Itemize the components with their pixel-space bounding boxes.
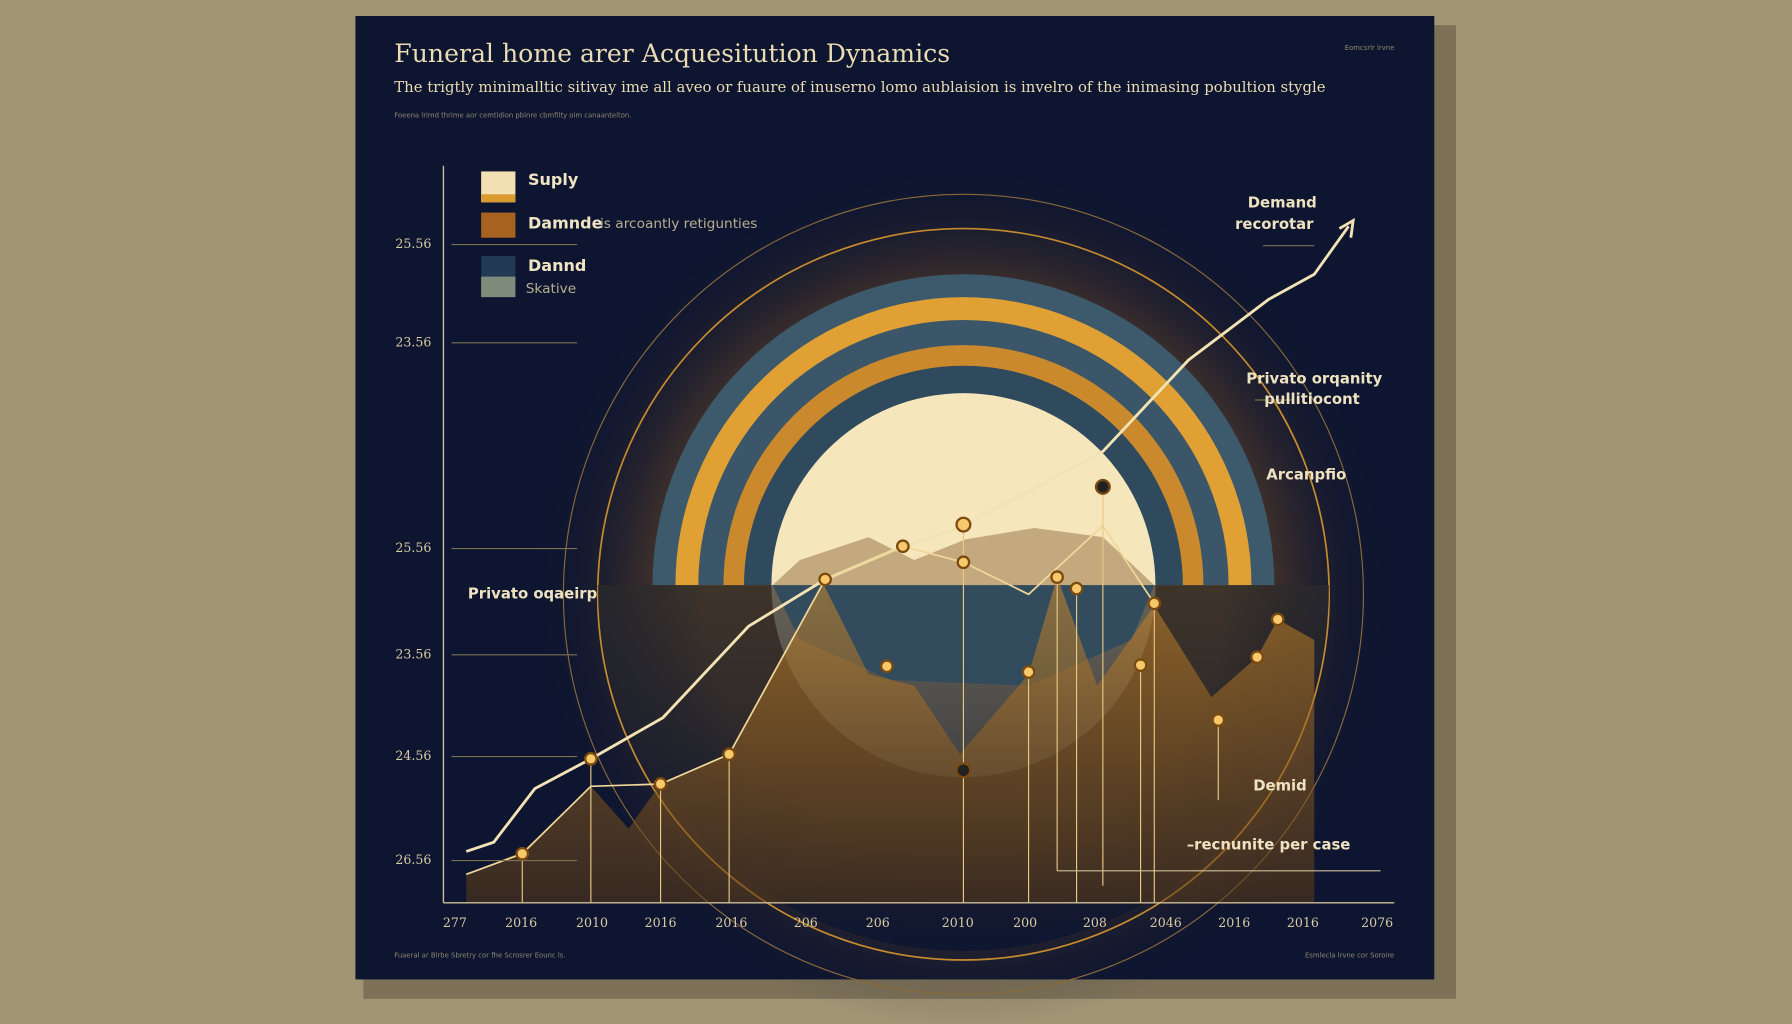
legend-label: Dannd xyxy=(528,256,586,275)
legend-swatch xyxy=(481,276,516,298)
arrow xyxy=(1338,217,1355,238)
footer-left: Fuaeral ar Blrbe Sbretry cor fhe Scrosre… xyxy=(394,951,565,959)
annotation: Privato oqaeirp xyxy=(468,584,597,602)
legend-sublabel: Skative xyxy=(526,281,577,297)
x-axis-label: 2016 xyxy=(505,915,537,930)
ring xyxy=(562,193,1364,995)
leader-lines xyxy=(451,244,1315,862)
x-axis-label: 206 xyxy=(866,915,890,930)
subtitle: The trigtly minimalltic sitivay ime all … xyxy=(394,78,1325,96)
points xyxy=(515,478,1285,861)
footer-right: Esmlecla lrvne cor Soroire xyxy=(1305,951,1394,959)
y-axis-label: 25.56 xyxy=(395,236,431,251)
y-axis-label: 26.56 xyxy=(395,852,431,867)
legend-swatch xyxy=(481,212,516,238)
title: Funeral home arer Acquesitution Dynamics xyxy=(394,39,950,68)
x-axis-label: 2046 xyxy=(1150,915,1182,930)
annotation: Arcanpfio xyxy=(1266,465,1346,483)
ring xyxy=(596,227,1330,961)
x-axis-label: 2016 xyxy=(645,915,677,930)
x-axis-label: 208 xyxy=(1083,915,1107,930)
legend-label: Damnde xyxy=(528,214,603,233)
x-axis-label: 2010 xyxy=(942,915,974,930)
x-axis-label: 2076 xyxy=(1361,915,1393,930)
x-axis-label: 277 xyxy=(443,915,467,930)
x-axis-label: 2010 xyxy=(576,915,608,930)
x-axis-label: 206 xyxy=(794,915,818,930)
drops xyxy=(521,486,1219,903)
annotation: Demand xyxy=(1248,193,1317,211)
legend-swatch xyxy=(481,194,516,203)
legend-swatch xyxy=(481,256,516,277)
legend-sublabel: is arcoantly retigunties xyxy=(600,216,757,232)
x-axis-label: 2016 xyxy=(1287,915,1319,930)
x-axis-label: 2016 xyxy=(1218,915,1250,930)
x-axis-label: 200 xyxy=(1013,915,1037,930)
y-axis-label: 25.56 xyxy=(395,540,431,555)
y-axis-label: 24.56 xyxy=(395,748,431,763)
legend-label: Suply xyxy=(528,170,579,189)
x-axis-label: 2016 xyxy=(715,915,747,930)
note: Foeena lrimd thrime aor cemtidion pbinre… xyxy=(394,111,631,119)
annotation: –recnunite per case xyxy=(1187,836,1351,854)
annotation: pullitiocont xyxy=(1264,390,1360,408)
annotation: Privato orqanity xyxy=(1246,369,1382,387)
annotation: Demid xyxy=(1253,776,1307,794)
y-axis-label: 23.56 xyxy=(395,646,431,661)
annotation: recorotar xyxy=(1235,215,1314,233)
y-axis-label: 23.56 xyxy=(395,334,431,349)
corner-note: Eomcsrlr lrvne xyxy=(1345,44,1395,52)
